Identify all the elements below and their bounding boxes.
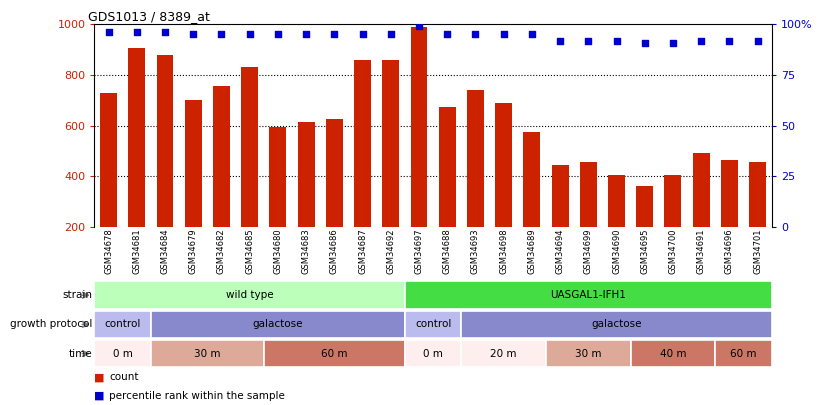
Point: [131, 29, 144, 36]
Bar: [326, 119, 343, 227]
Bar: [438, 107, 456, 227]
Point: [412, 23, 425, 30]
Text: 30 m: 30 m: [194, 349, 221, 358]
Text: 30 m: 30 m: [575, 349, 602, 358]
Bar: [241, 67, 258, 227]
Point: [722, 37, 736, 44]
Bar: [94, 311, 151, 338]
Point: [695, 37, 708, 44]
Bar: [636, 186, 654, 227]
Bar: [693, 153, 709, 227]
Text: control: control: [104, 320, 141, 329]
Bar: [383, 60, 399, 227]
Text: control: control: [415, 320, 452, 329]
Point: [582, 37, 595, 44]
Bar: [523, 132, 540, 227]
Text: count: count: [109, 373, 139, 382]
Bar: [664, 175, 681, 227]
Text: galactose: galactose: [591, 320, 642, 329]
Point: [497, 31, 510, 38]
Point: [215, 31, 228, 38]
Bar: [100, 93, 117, 227]
Text: galactose: galactose: [253, 320, 303, 329]
Point: [356, 31, 369, 38]
Text: ■: ■: [94, 373, 105, 382]
Text: wild type: wild type: [226, 290, 273, 300]
Bar: [405, 311, 461, 338]
Point: [751, 37, 764, 44]
Bar: [157, 55, 173, 227]
Bar: [297, 122, 314, 227]
Text: time: time: [69, 349, 93, 358]
Bar: [546, 340, 631, 367]
Text: 0 m: 0 m: [423, 349, 443, 358]
Bar: [580, 162, 597, 227]
Text: growth protocol: growth protocol: [11, 320, 93, 329]
Bar: [749, 162, 766, 227]
Point: [158, 29, 172, 36]
Bar: [552, 165, 568, 227]
Text: 40 m: 40 m: [660, 349, 686, 358]
Point: [667, 39, 680, 46]
Point: [102, 29, 115, 36]
Bar: [461, 311, 772, 338]
Point: [525, 31, 539, 38]
Bar: [94, 340, 151, 367]
Bar: [151, 311, 405, 338]
Bar: [128, 48, 145, 227]
Text: percentile rank within the sample: percentile rank within the sample: [109, 391, 285, 401]
Bar: [410, 27, 428, 227]
Bar: [405, 340, 461, 367]
Bar: [467, 90, 484, 227]
Point: [300, 31, 313, 38]
Point: [186, 31, 200, 38]
Bar: [405, 281, 772, 309]
Bar: [461, 340, 546, 367]
Bar: [264, 340, 405, 367]
Point: [384, 31, 397, 38]
Text: ■: ■: [94, 391, 105, 401]
Point: [610, 37, 623, 44]
Bar: [631, 340, 715, 367]
Bar: [495, 103, 512, 227]
Text: 0 m: 0 m: [112, 349, 132, 358]
Text: UASGAL1-IFH1: UASGAL1-IFH1: [550, 290, 626, 300]
Bar: [185, 100, 202, 227]
Bar: [721, 160, 738, 227]
Text: strain: strain: [62, 290, 93, 300]
Text: GDS1013 / 8389_at: GDS1013 / 8389_at: [88, 10, 209, 23]
Point: [553, 37, 566, 44]
Text: 20 m: 20 m: [490, 349, 517, 358]
Point: [441, 31, 454, 38]
Point: [271, 31, 284, 38]
Point: [638, 39, 651, 46]
Text: 60 m: 60 m: [321, 349, 347, 358]
Bar: [354, 60, 371, 227]
Bar: [269, 127, 287, 227]
Bar: [715, 340, 772, 367]
Text: 60 m: 60 m: [730, 349, 757, 358]
Point: [243, 31, 256, 38]
Bar: [213, 86, 230, 227]
Bar: [151, 340, 264, 367]
Point: [328, 31, 341, 38]
Point: [469, 31, 482, 38]
Bar: [94, 281, 405, 309]
Bar: [608, 175, 625, 227]
